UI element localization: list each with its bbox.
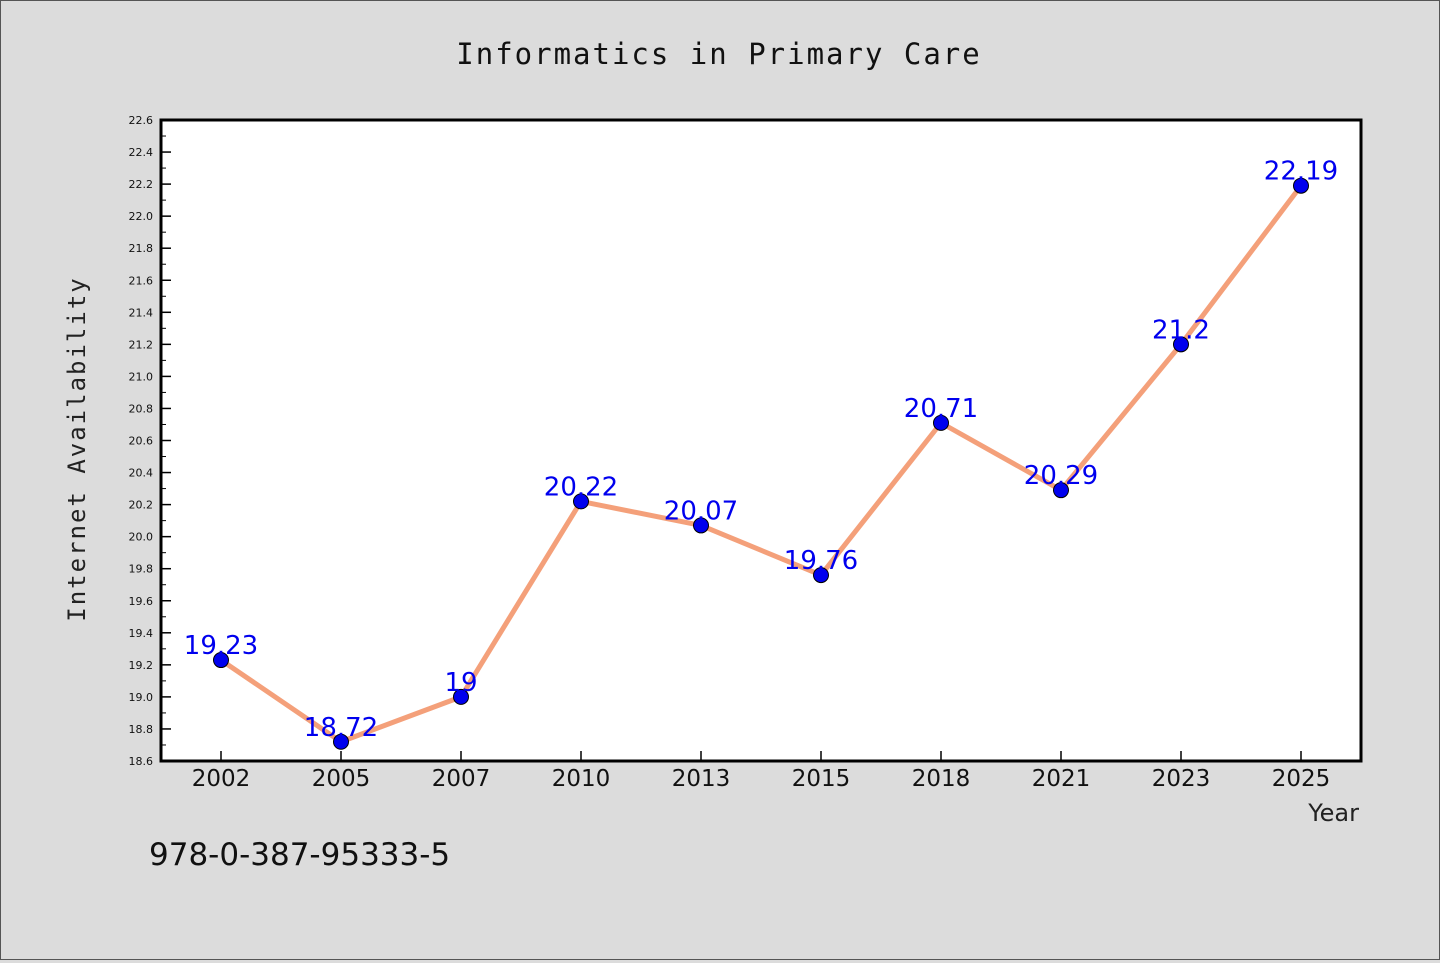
series-line-group: 19.23 18.72 19 20.22 20.07 19.76 20.71 20.29 21.… bbox=[184, 157, 1338, 750]
y-axis-label: Internet Availability bbox=[63, 276, 91, 621]
y-tick-label: 20.0 bbox=[129, 531, 154, 544]
y-tick-label: 22.0 bbox=[129, 210, 154, 223]
x-tick-label: 2021 bbox=[1032, 766, 1091, 792]
data-point bbox=[573, 493, 589, 510]
x-tick-label: 2015 bbox=[792, 766, 851, 792]
y-tick-label: 21.0 bbox=[129, 370, 154, 383]
y-tick-label: 19.4 bbox=[129, 627, 154, 640]
chart-title: Informatics in Primary Care bbox=[456, 37, 981, 71]
data-label: 20.22 bbox=[544, 472, 618, 502]
data-point bbox=[693, 517, 709, 534]
data-point bbox=[1053, 482, 1069, 499]
y-tick-label: 19.2 bbox=[129, 659, 154, 672]
data-label: 20.71 bbox=[904, 394, 978, 424]
series-line bbox=[218, 183, 1304, 745]
y-tick-label: 20.2 bbox=[129, 499, 154, 512]
x-tick-label: 2005 bbox=[312, 766, 371, 792]
data-label: 19 bbox=[444, 668, 477, 698]
y-tick-label: 20.6 bbox=[129, 435, 154, 448]
x-tick-label: 2002 bbox=[192, 766, 251, 792]
data-point bbox=[213, 652, 229, 669]
x-tick-label: 2013 bbox=[672, 766, 731, 792]
y-tick-label: 21.8 bbox=[129, 242, 154, 255]
y-tick-label: 19.0 bbox=[129, 691, 154, 704]
y-tick-label: 21.2 bbox=[129, 338, 154, 351]
y-tick-label: 22.2 bbox=[129, 178, 154, 191]
x-tick-label: 2010 bbox=[552, 766, 611, 792]
y-tick-label: 19.6 bbox=[129, 595, 154, 608]
data-point bbox=[1293, 177, 1309, 194]
y-tick-label: 20.8 bbox=[129, 402, 154, 415]
data-label: 22.19 bbox=[1264, 157, 1338, 187]
y-tick-label: 22.4 bbox=[129, 146, 154, 159]
data-point bbox=[1173, 336, 1189, 353]
data-label: 18.72 bbox=[304, 713, 378, 743]
y-tick-label: 22.6 bbox=[129, 114, 154, 127]
y-tick-label: 18.6 bbox=[129, 755, 154, 768]
x-tick-label: 2007 bbox=[432, 766, 491, 792]
data-label: 20.29 bbox=[1024, 461, 1098, 491]
plot-area bbox=[159, 118, 1363, 763]
isbn-text: 978-0-387-95333-5 bbox=[149, 837, 450, 873]
data-point bbox=[333, 733, 349, 750]
x-axis: 2002 2005 2007 2010 2013 2015 2018 2021 2023 2025 bbox=[192, 751, 1331, 792]
data-label: 19.76 bbox=[784, 546, 858, 576]
data-label: 19.23 bbox=[184, 631, 258, 661]
y-tick-label: 21.6 bbox=[129, 274, 154, 287]
x-axis-label: Year bbox=[1307, 799, 1359, 827]
y-tick-label: 20.4 bbox=[129, 467, 154, 480]
y-tick-label: 19.8 bbox=[129, 563, 154, 576]
data-point bbox=[813, 567, 829, 584]
x-tick-label: 2018 bbox=[912, 766, 971, 792]
data-label: 21.2 bbox=[1152, 315, 1210, 345]
data-point bbox=[933, 414, 949, 431]
data-label: 20.07 bbox=[664, 496, 738, 526]
x-tick-label: 2025 bbox=[1272, 766, 1331, 792]
y-tick-label: 21.4 bbox=[129, 306, 154, 319]
x-tick-label: 2023 bbox=[1152, 766, 1211, 792]
y-axis: 18.6 18.8 19.0 19.2 19.4 19.6 19.8 20.0 20.2 20.4… bbox=[129, 114, 171, 768]
y-tick-label: 18.8 bbox=[129, 723, 154, 736]
data-point bbox=[453, 688, 469, 705]
